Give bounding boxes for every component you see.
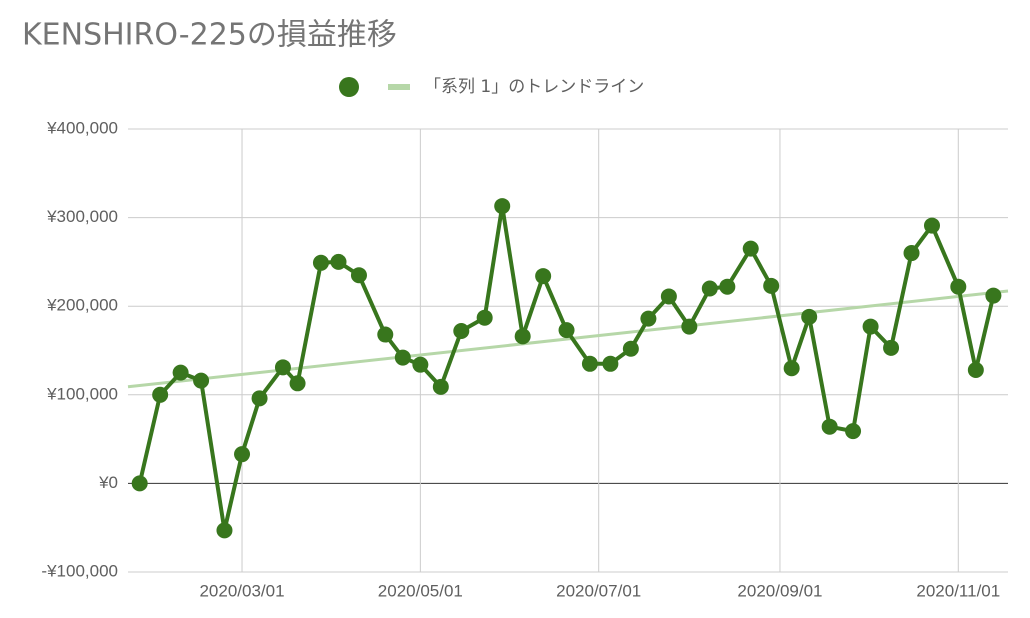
point: [602, 355, 619, 372]
point: [289, 375, 306, 392]
point: [660, 288, 677, 305]
point: [985, 287, 1002, 304]
point: [558, 322, 575, 339]
point: [719, 278, 736, 295]
point: [821, 418, 838, 435]
point: [152, 386, 169, 403]
point: [377, 326, 394, 343]
x-tick-label: 2020/05/01: [378, 581, 463, 600]
point: [131, 475, 148, 492]
point: [172, 364, 189, 381]
point: [845, 423, 862, 440]
chart-title: KENSHIRO-225の損益推移: [22, 18, 397, 53]
point: [394, 349, 411, 366]
trendline: [127, 289, 1009, 389]
point: [622, 340, 639, 357]
x-tick-label: 2020/07/01: [556, 581, 641, 600]
y-tick-label: ¥400,000: [46, 118, 118, 137]
point: [234, 446, 251, 463]
point: [453, 323, 470, 340]
point: [581, 355, 598, 372]
point: [801, 308, 818, 325]
point: [412, 356, 429, 373]
point: [216, 522, 233, 539]
point: [967, 361, 984, 378]
point: [783, 360, 800, 377]
point: [432, 378, 449, 395]
point: [251, 390, 268, 407]
point: [701, 280, 718, 297]
point: [742, 240, 759, 257]
y-tick-label: ¥100,000: [46, 384, 118, 403]
series-line: [137, 204, 996, 533]
y-tick-label: ¥300,000: [46, 207, 118, 226]
point: [494, 198, 511, 215]
point: [350, 267, 367, 284]
point: [274, 359, 291, 376]
y-tick-label: ¥0: [98, 473, 118, 492]
x-tick-label: 2020/11/01: [916, 581, 1000, 600]
point: [950, 278, 967, 295]
point: [640, 310, 657, 327]
point: [862, 318, 879, 335]
point: [681, 318, 698, 335]
legend-marker: [339, 77, 359, 97]
point: [514, 328, 531, 345]
point: [476, 309, 493, 326]
point: [883, 339, 900, 356]
point: [330, 253, 347, 270]
legend-label: 「系列 1」のトレンドライン: [424, 77, 644, 97]
y-tick-label: ¥200,000: [46, 296, 118, 315]
point: [903, 245, 920, 262]
x-tick-label: 2020/03/01: [199, 581, 284, 600]
point: [312, 254, 329, 271]
point: [193, 372, 210, 389]
point: [535, 268, 552, 285]
y-tick-label: -¥100,000: [41, 561, 118, 580]
x-tick-label: 2020/09/01: [737, 581, 822, 600]
point: [763, 277, 780, 294]
point: [923, 217, 940, 234]
